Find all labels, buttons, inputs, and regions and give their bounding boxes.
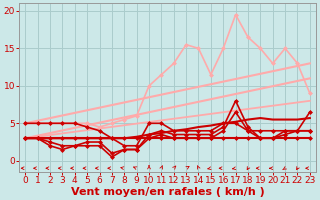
X-axis label: Vent moyen/en rafales ( km/h ): Vent moyen/en rafales ( km/h ) — [71, 187, 264, 197]
